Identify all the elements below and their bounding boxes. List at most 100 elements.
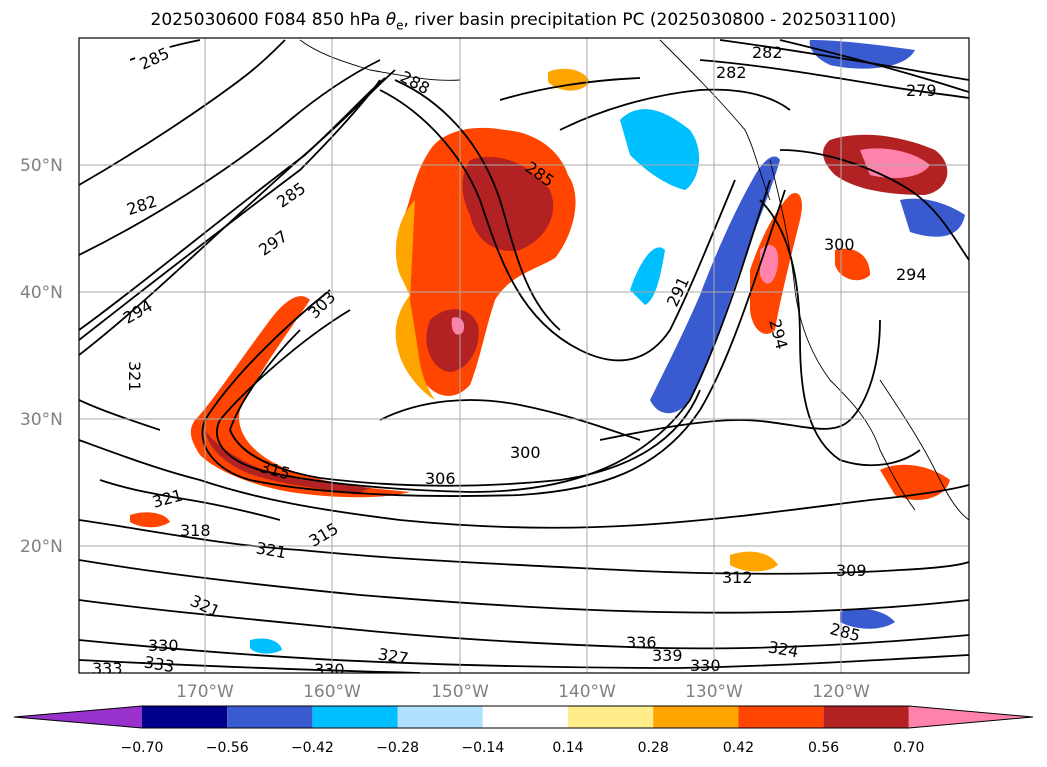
colorbar-segment: [823, 706, 909, 728]
contour-line: [79, 559, 969, 614]
contour-line: [79, 399, 161, 431]
lon-label: 170°W: [176, 682, 234, 702]
us-coast: [769, 159, 916, 511]
contour-label: 330: [690, 656, 721, 675]
lat-label: 50°N: [20, 156, 63, 176]
contour-line: [559, 88, 791, 131]
contour-line: [779, 149, 969, 261]
lat-label: 20°N: [20, 537, 63, 557]
baja-coast: [879, 379, 969, 521]
contour-label: 282: [752, 43, 783, 62]
title-theta: θ: [385, 10, 397, 30]
colorbar-tick-label: −0.56: [206, 740, 249, 756]
colorbar-extend-left: [14, 706, 142, 728]
contour-line: [599, 319, 881, 441]
contour-line: [216, 179, 771, 493]
contour-line: [779, 39, 969, 93]
lon-label: 140°W: [558, 682, 616, 702]
contour-line: [379, 399, 641, 441]
colorbar-tick-label: −0.42: [291, 740, 334, 756]
contour-line: [79, 69, 396, 356]
precip-blob-8: [835, 248, 870, 281]
precip-central-darkred: [462, 156, 554, 251]
lon-label: 120°W: [812, 682, 870, 702]
title-subscript: e: [396, 18, 404, 33]
colorbar-tick-label: 0.28: [638, 740, 669, 756]
contour-label: 306: [425, 469, 456, 488]
precip-coastal-lightblue: [630, 247, 665, 305]
colorbar-tick-label: 0.56: [808, 740, 839, 756]
map-frame: [78, 37, 970, 674]
coastlines: [299, 39, 969, 521]
contour-line: [201, 189, 786, 497]
precip-blob-2: [880, 464, 950, 500]
precip-central-darkred-2: [426, 309, 479, 372]
contour-label: 330: [148, 636, 179, 655]
colorbar-tick-label: −0.70: [121, 740, 164, 756]
contour-line: [79, 639, 969, 669]
precip-coastal-blue: [650, 156, 780, 414]
colorbar-outline: [13, 705, 1034, 729]
colorbar-segment: [568, 706, 654, 728]
contour-line: [79, 519, 969, 575]
contour-label: 330: [314, 660, 345, 679]
contour-label: 339: [652, 646, 683, 665]
colorbar-extend-right: [908, 706, 1033, 728]
title-suffix: , river basin precipitation PC (20250308…: [403, 10, 897, 30]
contour-line: [79, 77, 386, 331]
contour-label: 294: [896, 265, 927, 284]
label-bg: [133, 40, 175, 72]
contour-line: [79, 79, 381, 341]
precip-gulf-blue: [620, 109, 700, 190]
contour-line: [79, 659, 421, 673]
precip-shading: [130, 40, 965, 654]
theta-e-contours: [79, 39, 969, 673]
contour-label: 279: [906, 81, 937, 100]
label-bg: [122, 188, 166, 218]
contour-label: 321: [125, 361, 144, 392]
contour-line: [394, 79, 561, 331]
contour-line: [699, 59, 969, 99]
contour-label: 318: [180, 521, 211, 540]
contour-line: [229, 329, 701, 487]
colorbar-segment: [738, 706, 824, 728]
contour-label: 300: [510, 443, 541, 462]
contour-line: [79, 439, 969, 529]
contour-line: [79, 599, 969, 650]
contour-line: [719, 39, 969, 81]
map-grid: [79, 38, 969, 673]
colorbar-segment: [397, 706, 483, 728]
contour-label: 336: [626, 633, 657, 652]
precip-blob-5: [130, 512, 170, 528]
precip-central-pink: [451, 317, 465, 335]
colorbar-tick-label: 0.70: [893, 740, 924, 756]
map-area: 285 288 282 285 282 297 294 303 291 285 …: [79, 38, 969, 679]
contour-label: 333: [143, 652, 176, 676]
lat-label: 40°N: [20, 283, 63, 303]
map-title: 2025030600 F084 850 hPa θe, river basin …: [0, 10, 1047, 32]
precip-blob-4: [840, 608, 895, 629]
lat-label: 30°N: [20, 410, 63, 430]
contour-line: [99, 479, 281, 521]
precip-blob-6: [250, 638, 282, 654]
colorbar-tick-label: −0.14: [461, 740, 504, 756]
colorbar-tick-label: −0.28: [376, 740, 419, 756]
contour-label: 282: [716, 63, 747, 82]
contour-line: [379, 89, 736, 362]
lon-label: 130°W: [685, 682, 743, 702]
colorbar-tick-label: 0.42: [723, 740, 754, 756]
colorbar-segment: [227, 706, 313, 728]
contour-label: 333: [92, 659, 123, 678]
lon-label: 150°W: [431, 682, 489, 702]
precip-blob-7: [809, 40, 915, 69]
lon-label: 160°W: [303, 682, 361, 702]
title-prefix: 2025030600 F084 850 hPa: [150, 10, 386, 30]
colorbar-segment: [482, 706, 568, 728]
contour-label: 312: [722, 568, 753, 587]
precip-central-rim: [395, 200, 435, 400]
contour-line: [79, 59, 381, 256]
colorbar-tick-label: 0.14: [552, 740, 583, 756]
contour-label: 300: [824, 235, 855, 254]
colorbar-segment: [653, 706, 739, 728]
